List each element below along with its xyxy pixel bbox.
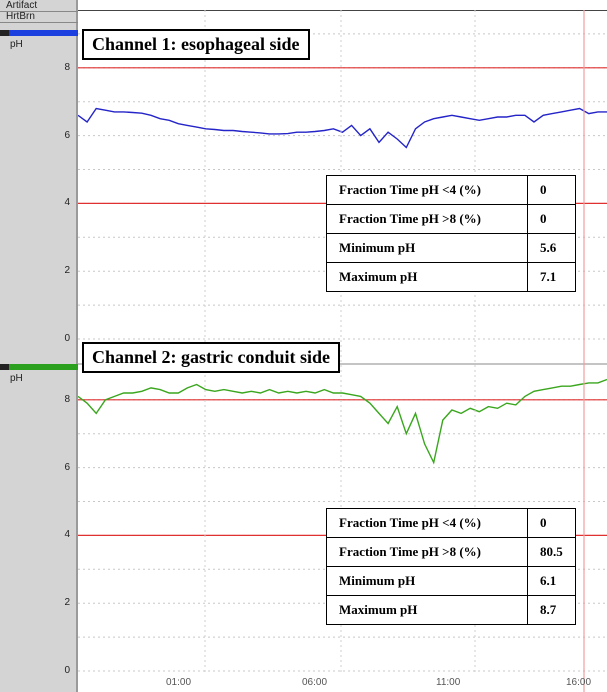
channel1-title: Channel 1: esophageal side <box>82 29 310 60</box>
channel2-ytick: 8 <box>64 394 70 405</box>
stat-label: Minimum pH <box>326 233 528 263</box>
stat-label: Maximum pH <box>326 595 528 625</box>
stat-value: 80.5 <box>527 537 576 567</box>
channel2-title: Channel 2: gastric conduit side <box>82 342 341 373</box>
table-row: Fraction Time pH <4 (%) 0 <box>326 175 576 205</box>
plot-top-border <box>78 10 607 11</box>
channel1-bar-marker <box>0 30 9 36</box>
track-row-artifact[interactable]: Artifact <box>0 0 78 12</box>
x-tick-label: 01:00 <box>166 677 192 688</box>
stat-value: 6.1 <box>527 566 576 596</box>
channel1-ytick: 8 <box>64 62 70 73</box>
table-row: Minimum pH 6.1 <box>326 566 576 596</box>
table-row: Maximum pH 7.1 <box>326 262 576 292</box>
stat-value: 0 <box>527 175 576 205</box>
x-tick-label: 06:00 <box>302 677 328 688</box>
stat-label: Maximum pH <box>326 262 528 292</box>
channel2-ytick: 0 <box>64 665 70 676</box>
track-label-artifact: Artifact <box>6 0 38 11</box>
channel1-ytick: 6 <box>64 130 70 141</box>
table-row: Minimum pH 5.6 <box>326 233 576 263</box>
stat-value: 0 <box>527 508 576 538</box>
gutter-divider <box>76 0 78 692</box>
channel1-ph-trace <box>78 107 607 149</box>
channel2-ph-trace <box>78 378 607 465</box>
channel2-color-bar[interactable] <box>0 364 78 370</box>
stat-value: 0 <box>527 204 576 234</box>
stat-label: Fraction Time pH >8 (%) <box>326 204 528 234</box>
track-label-heartburn: HrtBrn <box>6 11 35 22</box>
stat-value: 8.7 <box>527 595 576 625</box>
stat-label: Fraction Time pH >8 (%) <box>326 537 528 567</box>
track-row-heartburn[interactable]: HrtBrn <box>0 11 78 23</box>
channel1-ytick: 0 <box>64 333 70 344</box>
channel2-ytick: 6 <box>64 462 70 473</box>
x-tick-label: 11:00 <box>436 677 461 688</box>
channel2-ytick: 2 <box>64 597 70 608</box>
channel1-unit-label: pH <box>10 39 23 50</box>
stat-label: Fraction Time pH <4 (%) <box>326 175 528 205</box>
stat-value: 7.1 <box>527 262 576 292</box>
stat-value: 5.6 <box>527 233 576 263</box>
channel1-color-bar[interactable] <box>0 30 78 36</box>
channel1-stats-table: Fraction Time pH <4 (%) 0 Fraction Time p… <box>326 175 576 292</box>
channel2-stats-table: Fraction Time pH <4 (%) 0 Fraction Time p… <box>326 508 576 625</box>
table-row: Fraction Time pH >8 (%) 80.5 <box>326 537 576 567</box>
table-row: Fraction Time pH <4 (%) 0 <box>326 508 576 538</box>
stat-label: Fraction Time pH <4 (%) <box>326 508 528 538</box>
channel2-ytick: 4 <box>64 529 70 540</box>
channel1-ytick: 2 <box>64 265 70 276</box>
left-gutter <box>0 0 78 692</box>
table-row: Fraction Time pH >8 (%) 0 <box>326 204 576 234</box>
table-row: Maximum pH 8.7 <box>326 595 576 625</box>
stat-label: Minimum pH <box>326 566 528 596</box>
x-tick-label: 16:00 <box>566 677 592 688</box>
channel2-bar-marker <box>0 364 9 370</box>
channel1-ytick: 4 <box>64 197 70 208</box>
channel2-unit-label: pH <box>10 373 23 384</box>
